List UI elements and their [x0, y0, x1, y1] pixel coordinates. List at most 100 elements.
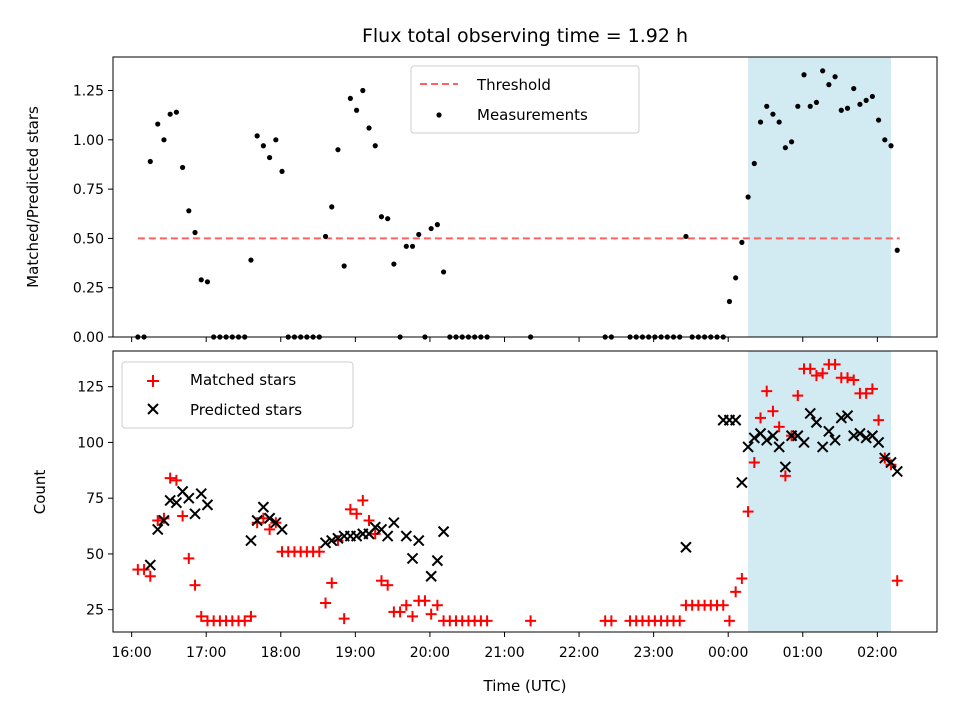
predicted-star-point	[748, 432, 761, 444]
count-x-tick-label: 23:00	[633, 645, 673, 661]
measurement-point	[192, 229, 198, 236]
measurement-point	[745, 194, 751, 200]
measurement-point	[353, 107, 360, 113]
matched-star-point	[245, 610, 257, 622]
ratio-legend-box	[410, 65, 640, 134]
count-y-ticks: 25 50 75 100 125	[77, 380, 113, 619]
matched-star-point	[761, 385, 773, 397]
chart-title: Flux total observing time = 1.92 h	[362, 25, 688, 47]
predicted-star-point	[431, 554, 444, 567]
measurement-point	[838, 107, 844, 113]
predicted-star-point	[804, 407, 816, 420]
predicted-star-point	[742, 441, 754, 453]
matched-star-point	[138, 564, 150, 576]
matched-star-point	[195, 610, 207, 622]
count-x-ticks: 16:00 17:00 18:00 19:00 20:00 21:00 22:00 23:00…	[111, 632, 898, 661]
measurement-point	[161, 137, 167, 143]
measurement-point	[167, 111, 173, 117]
matched-star-point	[755, 412, 767, 424]
matched-star-point	[804, 363, 816, 375]
measurement-point	[347, 95, 353, 102]
matched-star-point	[730, 586, 742, 598]
matched-star-point	[177, 510, 189, 522]
count-y-tick-label: 50	[86, 547, 104, 563]
count-x-tick-label: 00:00	[708, 645, 748, 661]
matched-star-point	[400, 599, 412, 611]
predicted-star-point	[251, 514, 263, 527]
predicted-star-point	[425, 570, 437, 582]
matched-star-point	[742, 506, 754, 518]
matched-star-point	[189, 579, 201, 591]
predicted-star-point	[381, 530, 394, 542]
predicted-star-point	[144, 559, 156, 571]
matched-star-point	[313, 546, 325, 558]
measurement-points	[135, 68, 900, 340]
ratio-y-tick-label: 0.75	[73, 182, 104, 198]
count-x-tick-label: 22:00	[559, 645, 599, 661]
matched-star-point	[817, 367, 829, 379]
measurement-point	[851, 85, 857, 92]
matched-star-point	[351, 508, 363, 520]
predicted-star-point	[319, 537, 332, 549]
measurement-point	[179, 164, 186, 171]
predicted-star-point	[400, 530, 413, 542]
legend-predicted-label: Predicted stars	[190, 401, 302, 419]
matched-star-point	[369, 528, 381, 540]
measurement-point	[186, 208, 192, 214]
measurement-point	[894, 247, 900, 253]
matched-star-point	[363, 514, 375, 526]
predicted-star-point	[183, 492, 195, 504]
matched-star-point	[344, 503, 356, 515]
predicted-star-point	[437, 525, 450, 538]
measurement-point	[751, 160, 757, 167]
predicted-star-point	[773, 441, 785, 453]
predicted-star-point	[332, 532, 344, 545]
count-x-tick-label: 21:00	[484, 645, 524, 661]
count-y-tick-label: 100	[77, 435, 104, 451]
matched-star-point	[866, 383, 878, 395]
measurement-point	[273, 137, 279, 143]
measurement-point	[440, 269, 447, 275]
ratio-observing-span	[748, 57, 892, 337]
matched-star-point	[748, 457, 760, 469]
measurement-point	[335, 147, 341, 153]
predicted-star-point	[872, 436, 885, 449]
matched-star-point	[860, 387, 872, 399]
measurement-point	[795, 103, 801, 109]
ratio-legend: Threshold Measurements	[410, 65, 640, 134]
count-axes-frame	[112, 350, 938, 633]
matched-star-points	[132, 358, 903, 627]
predicted-star-point	[835, 412, 848, 424]
measurement-point	[329, 204, 335, 210]
predicted-star-point	[779, 461, 792, 473]
predicted-star-point	[406, 552, 419, 565]
measurement-point	[832, 74, 838, 80]
measurement-point	[826, 82, 832, 88]
predicted-star-point	[823, 425, 835, 437]
measurement-point	[155, 121, 161, 127]
matched-star-point	[326, 577, 338, 589]
predicted-star-point	[736, 476, 748, 489]
legend-measurements-swatch	[436, 112, 442, 118]
measurement-point	[782, 145, 788, 151]
predicted-star-point	[680, 541, 692, 553]
predicted-star-point	[276, 523, 288, 536]
measurement-point	[403, 243, 409, 249]
predicted-star-point	[170, 496, 183, 509]
measurement-point	[360, 87, 366, 94]
predicted-star-point	[326, 534, 338, 547]
measurement-point	[882, 137, 888, 143]
predicted-star-point	[829, 434, 841, 446]
predicted-star-point	[164, 494, 176, 507]
measurement-point	[428, 225, 434, 232]
legend-matched-label: Matched stars	[190, 371, 296, 389]
count-x-tick-label: 02:00	[857, 645, 897, 661]
predicted-star-point	[158, 514, 170, 527]
matched-star-point	[419, 595, 431, 607]
ratio-y-axis-label: Matched/Predicted stars	[24, 106, 42, 288]
count-y-tick-label: 25	[86, 603, 104, 619]
matched-star-point	[773, 421, 785, 433]
measurement-point	[813, 99, 820, 105]
ratio-y-tick-label: 0.00	[73, 330, 104, 346]
matched-star-point	[605, 615, 617, 627]
